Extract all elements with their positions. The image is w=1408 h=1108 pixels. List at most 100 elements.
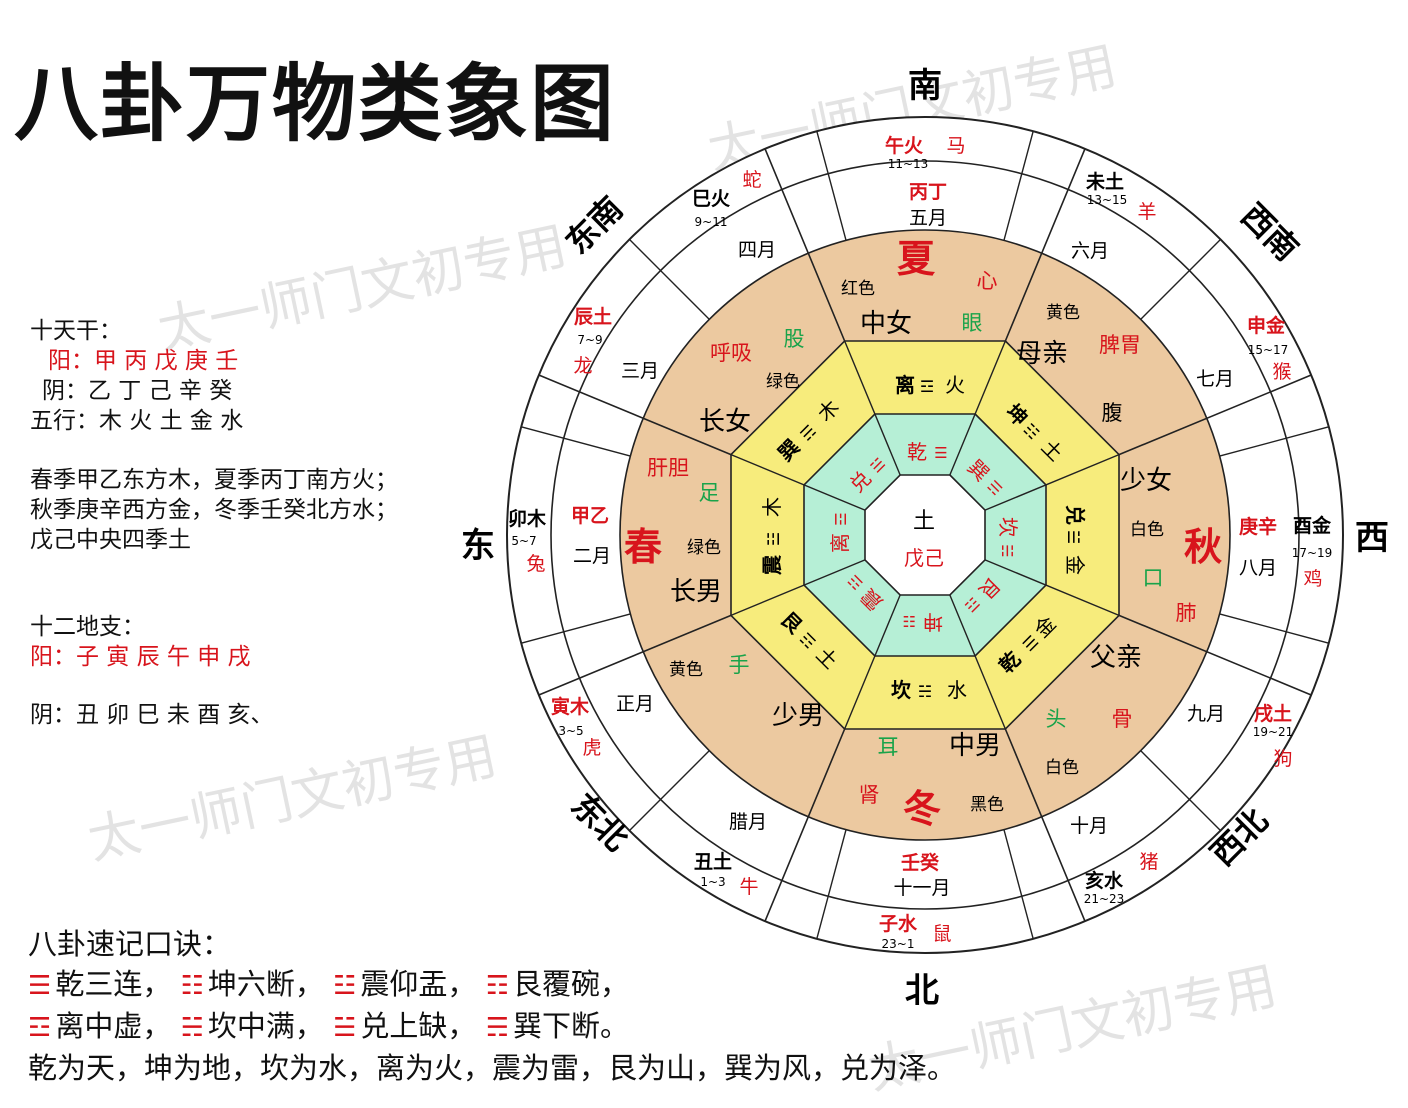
season-autumn: 秋 xyxy=(1184,525,1222,569)
trigram-icon: ☱ xyxy=(333,1013,357,1043)
branch-hours: 5~7 xyxy=(511,534,536,548)
sector-color: 绿色 xyxy=(766,372,800,392)
octagon-spokes xyxy=(730,340,1120,730)
trigram-icon: ☳ xyxy=(764,532,783,546)
season-rules: 春季甲乙东方木，夏季丙丁南方火； 秋季庚辛西方金，冬季壬癸北方水； 戊己中央四季… xyxy=(30,465,398,555)
branch-animal: 马 xyxy=(946,135,965,157)
branch-boundary xyxy=(1219,426,1329,457)
page-title: 八卦万物类象图 xyxy=(14,55,617,153)
sector-northwest: 父亲 头 骨 白色 xyxy=(1045,643,1142,778)
branch-boundary xyxy=(1219,613,1329,644)
sector-boundary xyxy=(764,148,846,342)
sector-person: 长女 xyxy=(699,407,751,437)
stem-south: 丙丁 xyxy=(909,181,947,203)
sector-color: 红色 xyxy=(841,279,875,299)
branch-name: 卯木 xyxy=(508,507,547,530)
branch-animal: 蛇 xyxy=(742,169,761,191)
sector-person: 父亲 xyxy=(1090,643,1142,673)
branch-animal: 猴 xyxy=(1272,361,1291,383)
direction-east: 东 xyxy=(461,526,495,566)
month-3: 三月 xyxy=(621,360,659,382)
branch-ring xyxy=(550,160,1300,910)
sector-organ: 脾胃 xyxy=(1099,333,1141,357)
trigram-icon: ☰ xyxy=(934,444,947,462)
branch-name: 未土 xyxy=(1085,170,1124,193)
center-octagon xyxy=(864,474,986,596)
mnemonic-item: 乾三连， xyxy=(55,967,172,1001)
branches-title: 十二地支： xyxy=(30,614,145,640)
early-south: 乾 ☰ xyxy=(907,440,948,464)
sector-person: 中女 xyxy=(860,309,912,339)
sector-organ: 肾 xyxy=(859,783,880,807)
stem-west: 庚辛 xyxy=(1239,515,1277,538)
center-earth: 土 xyxy=(913,509,935,534)
sector-southwest: 黄色 母亲 脾胃 腹 xyxy=(1016,303,1141,425)
branch-hours: 13~15 xyxy=(1087,193,1128,207)
mnemonic-title: 八卦速记口诀： xyxy=(28,927,232,961)
sector-body: 足 xyxy=(699,481,720,505)
branch-hours: 7~9 xyxy=(577,333,602,347)
branch-wei: 未土 13~15 羊 xyxy=(1085,170,1157,223)
octagon-spoke xyxy=(984,453,1120,511)
stems-title: 十天干： xyxy=(30,318,122,344)
branch-boundary xyxy=(816,131,847,241)
branch-boundary xyxy=(1003,829,1034,939)
sector-body: 眼 xyxy=(962,311,983,335)
octagon-spoke xyxy=(949,594,1007,730)
trigram-name: 兑 xyxy=(1063,505,1087,525)
trigram-icon: ☴ xyxy=(485,1013,509,1043)
rule-line: 春季甲乙东方木，夏季丙丁南方火； xyxy=(30,467,398,493)
direction-southwest: 西南 xyxy=(1234,196,1306,268)
stems-yin: 阴：乙 丁 己 辛 癸 xyxy=(42,378,233,404)
sector-boundary xyxy=(538,374,732,456)
branch-name: 午火 xyxy=(885,134,924,157)
stems-section: 十天干： 阳：甲 丙 戊 庚 壬 阴：乙 丁 己 辛 癸 五行：木 火 土 金 … xyxy=(30,316,243,436)
branch-animal: 羊 xyxy=(1137,201,1156,223)
trigram-icon: ☵ xyxy=(998,544,1016,557)
octagon-spoke xyxy=(984,559,1120,617)
branch-yin: 寅木 3~5 虎 xyxy=(551,695,602,759)
mnemonic-line-2: ☲ 离中虚， ☵ 坎中满， ☱ 兑上缺， ☴ 巽下断。 xyxy=(28,1006,956,1048)
month-8: 八月 xyxy=(1239,557,1277,579)
mnemonic-item: 坤六断， xyxy=(207,967,324,1001)
branch-xu: 戌土 19~21 狗 xyxy=(1253,703,1294,770)
sector-organ: 心 xyxy=(977,269,998,293)
branch-boundary xyxy=(628,750,710,832)
mnemonic-item: 离中虚， xyxy=(55,1009,172,1043)
trigram-icon: ☲ xyxy=(28,1013,52,1043)
branch-wu: 午火 11~13 马 xyxy=(885,134,966,171)
octagon-spoke xyxy=(843,594,901,730)
stems-yang: 阳：甲 丙 戊 庚 壬 xyxy=(48,348,239,374)
trigram-name: 乾 xyxy=(907,440,927,464)
branch-boundary xyxy=(1140,750,1222,832)
branch-hours: 23~1 xyxy=(882,937,915,951)
trigram-icon: ☷ xyxy=(902,612,915,630)
branch-animal: 龙 xyxy=(573,355,592,377)
branch-si: 巳火 9~11 蛇 xyxy=(692,169,762,229)
mnemonic-item: 坎中满， xyxy=(207,1009,324,1043)
sector-color: 白色 xyxy=(1045,758,1079,778)
trigram-name: 坎 xyxy=(996,517,1020,537)
season-winter: 冬 xyxy=(903,787,941,831)
trigram-element: 木 xyxy=(760,497,784,517)
trigram-name: 离 xyxy=(895,373,915,397)
branch-hours: 21~23 xyxy=(1084,892,1125,906)
month-4: 四月 xyxy=(738,239,776,261)
sector-east: 肝胆 足 绿色 长男 xyxy=(647,456,722,607)
branch-animal: 鼠 xyxy=(932,923,951,945)
sector-person: 中男 xyxy=(949,731,1001,761)
early-west: 坎 ☵ xyxy=(996,517,1020,558)
trigram-icon: ☵ xyxy=(918,682,932,701)
month-5: 五月 xyxy=(909,207,947,229)
branch-animal: 兔 xyxy=(526,553,545,575)
mnemonic-section: 八卦速记口诀： ☰ 乾三连， ☷ 坤六断， ☳ 震仰盂， ☶ 艮覆碗， ☲ 离中虚， ☵ 坎… xyxy=(28,924,956,1088)
sector-organ: 呼吸 xyxy=(710,341,752,365)
branch-hours: 3~5 xyxy=(558,724,583,738)
branch-name: 戌土 xyxy=(1254,703,1292,725)
branch-boundary xyxy=(1003,131,1034,241)
branch-shen: 申金 15~17 猴 xyxy=(1247,314,1292,383)
month-7: 七月 xyxy=(1196,368,1234,390)
mnemonic-item: 兑上缺， xyxy=(360,1009,477,1043)
sector-west: 少女 白色 口 肺 xyxy=(1120,466,1197,625)
branch-hai: 亥水 21~23 猪 xyxy=(1084,851,1159,906)
